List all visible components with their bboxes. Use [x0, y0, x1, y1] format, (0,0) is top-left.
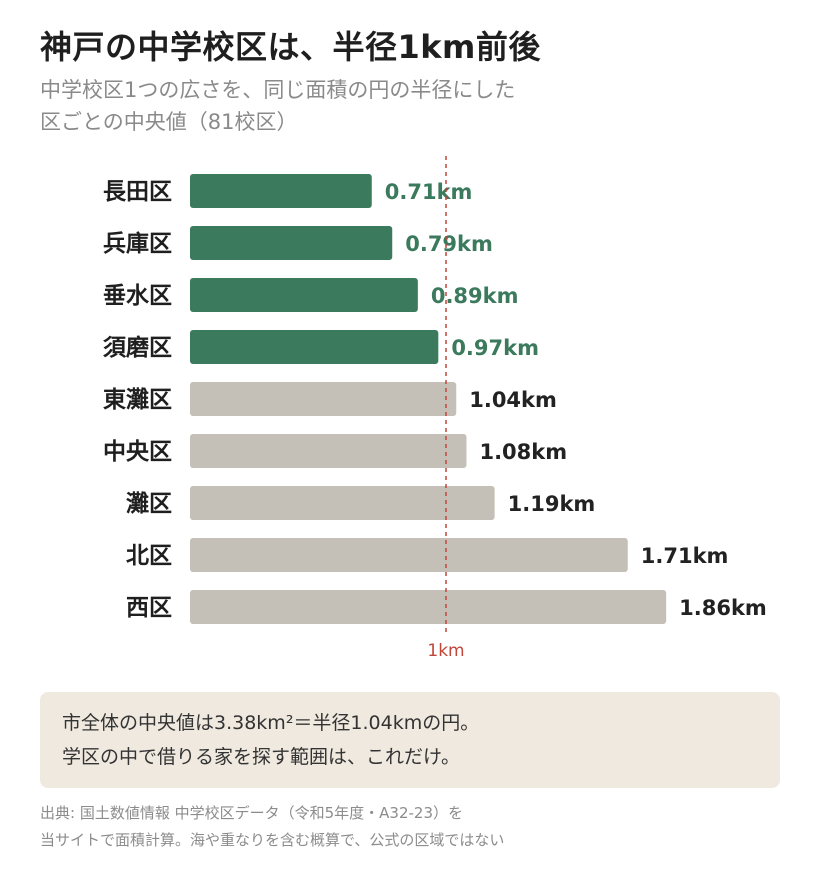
source-note: 出典: 国土数値情報 中学校区データ（令和5年度・A32-23）を 当サイトで面…	[40, 800, 504, 854]
bar	[190, 434, 467, 468]
bar	[190, 538, 628, 572]
value-label: 1.71km	[641, 544, 729, 568]
source-line-2: 当サイトで面積計算。海や重なりを含む概算で、公式の区域ではない	[40, 831, 505, 849]
category-label: 兵庫区	[103, 230, 172, 257]
note-line-1: 市全体の中央値は3.38km²＝半径1.04kmの円。	[62, 712, 480, 734]
category-label: 中央区	[103, 439, 172, 465]
value-label: 1.19km	[508, 492, 596, 516]
category-label: 東灘区	[103, 386, 172, 413]
bar	[190, 330, 439, 364]
subtitle-line-2: 区ごとの中央値（81校区）	[40, 110, 298, 134]
value-label: 1.08km	[479, 440, 567, 464]
value-label: 0.97km	[451, 336, 539, 360]
value-label: 0.79km	[405, 232, 493, 256]
value-label: 0.71km	[385, 180, 473, 204]
category-label: 西区	[126, 595, 172, 621]
category-label: 垂水区	[103, 283, 172, 309]
bar	[190, 226, 393, 260]
bar	[190, 278, 418, 312]
source-line-1: 出典: 国土数値情報 中学校区データ（令和5年度・A32-23）を	[40, 804, 463, 822]
chart-subtitle: 中学校区1つの広さを、同じ面積の円の半径にした 区ごとの中央値（81校区）	[40, 74, 515, 138]
category-label: 北区	[126, 543, 172, 569]
value-label: 1.86km	[679, 596, 767, 620]
note-line-2: 学区の中で借りる家を探す範囲は、これだけ。	[62, 746, 461, 768]
bar-chart: 長田区 0.71km 兵庫区 0.79km 垂水区 0.89km 須磨区 0.97km 東灘区 1…	[103, 156, 767, 661]
category-label: 須磨区	[103, 335, 172, 361]
subtitle-line-1: 中学校区1つの広さを、同じ面積の円の半径にした	[40, 78, 516, 102]
reference-label: 1km	[427, 641, 464, 661]
bar	[190, 382, 457, 416]
category-label: 長田区	[103, 179, 172, 205]
bar	[190, 174, 372, 208]
bar	[190, 590, 667, 624]
chart-title: 神戸の中学校区は、半径1km前後	[40, 28, 541, 66]
bar	[190, 486, 495, 520]
value-label: 0.89km	[431, 284, 519, 308]
category-label: 灘区	[126, 490, 172, 517]
value-label: 1.04km	[469, 388, 557, 412]
summary-note: 市全体の中央値は3.38km²＝半径1.04kmの円。 学区の中で借りる家を探す…	[40, 692, 780, 788]
